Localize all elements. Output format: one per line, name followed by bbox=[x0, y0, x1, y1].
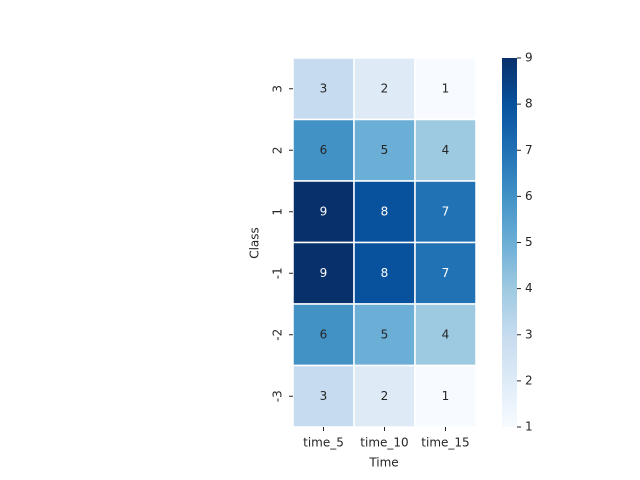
colorbar-tick-label: 4 bbox=[525, 281, 533, 295]
cell-label: 7 bbox=[442, 204, 450, 218]
colorbar-tick-label: 5 bbox=[525, 235, 533, 249]
cell-label: 4 bbox=[442, 327, 450, 341]
y-tick-label: -1 bbox=[271, 267, 285, 279]
y-tick-label: 2 bbox=[271, 146, 285, 154]
cell-label: 3 bbox=[320, 81, 328, 95]
cell-label: 8 bbox=[381, 204, 389, 218]
cell-label: 2 bbox=[381, 81, 389, 95]
colorbar-tick-label: 1 bbox=[525, 420, 533, 434]
y-tick-label: 3 bbox=[271, 85, 285, 93]
cell-label: 4 bbox=[442, 143, 450, 157]
cell-label: 7 bbox=[442, 266, 450, 280]
heatmap-cell bbox=[353, 364, 416, 428]
colorbar-tick-label: 3 bbox=[525, 327, 533, 341]
colorbar-tick-label: 9 bbox=[525, 51, 533, 65]
colorbar bbox=[502, 58, 517, 427]
y-tick-label: -3 bbox=[271, 390, 285, 402]
heatmap-cell bbox=[353, 57, 416, 121]
cell-label: 8 bbox=[381, 266, 389, 280]
cell-label: 9 bbox=[320, 266, 328, 280]
x-tick-label: time_15 bbox=[421, 436, 469, 450]
y-tick-label: -2 bbox=[271, 329, 285, 341]
heatmap-cell bbox=[414, 364, 477, 428]
x-axis-label: Time bbox=[368, 456, 398, 470]
colorbar-tick-label: 7 bbox=[525, 143, 533, 157]
heatmap-cell bbox=[292, 241, 355, 305]
cell-label: 3 bbox=[320, 389, 328, 403]
heatmap-cell bbox=[414, 118, 477, 182]
cell-label: 5 bbox=[381, 327, 389, 341]
heatmap-cell bbox=[353, 303, 416, 367]
cell-label: 2 bbox=[381, 389, 389, 403]
cell-label: 6 bbox=[320, 143, 328, 157]
y-axis-label: Class bbox=[248, 227, 262, 259]
cell-label: 1 bbox=[442, 81, 450, 95]
colorbar-tick-label: 2 bbox=[525, 373, 533, 387]
colorbar-tick-label: 6 bbox=[525, 189, 533, 203]
cell-label: 6 bbox=[320, 327, 328, 341]
cell-label: 1 bbox=[442, 389, 450, 403]
heatmap-cell bbox=[414, 241, 477, 305]
cell-label: 9 bbox=[320, 204, 328, 218]
x-tick-label: time_5 bbox=[303, 436, 344, 450]
cell-label: 5 bbox=[381, 143, 389, 157]
heatmap-cell bbox=[353, 180, 416, 244]
x-tick-label: time_10 bbox=[360, 436, 408, 450]
y-tick-label: 1 bbox=[271, 208, 285, 216]
colorbar-tick-label: 8 bbox=[525, 97, 533, 111]
